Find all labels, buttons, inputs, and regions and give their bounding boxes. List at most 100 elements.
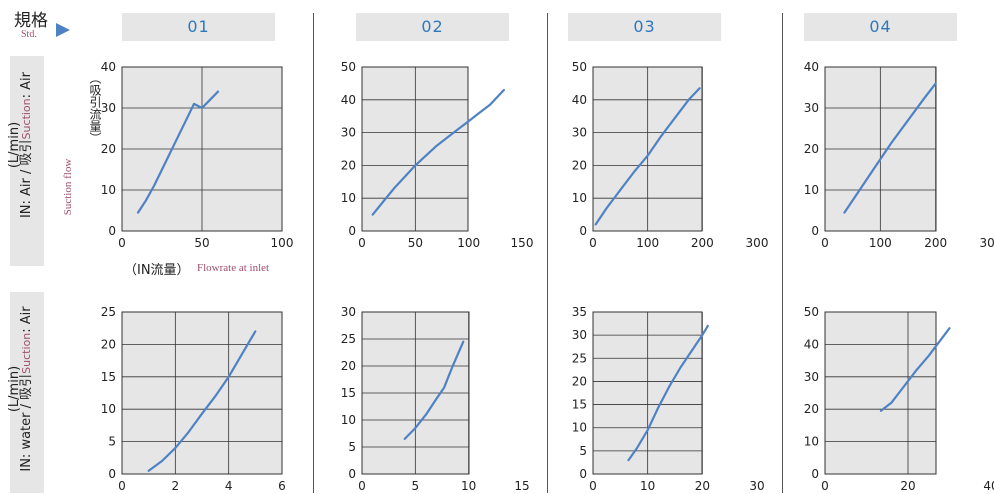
series-line-air-01 bbox=[136, 90, 220, 214]
x-tick-label: 150 bbox=[511, 236, 534, 250]
column-header-04: 04 bbox=[804, 13, 957, 41]
series-line-air-04 bbox=[843, 82, 937, 214]
x-tick-label: 100 bbox=[869, 236, 892, 250]
x-tick-label: 200 bbox=[691, 236, 714, 250]
x-tick-label: 100 bbox=[457, 236, 480, 250]
y-tick-label: 30 bbox=[341, 126, 356, 140]
y-tick-label: 30 bbox=[572, 126, 587, 140]
series-line-water-02 bbox=[403, 340, 465, 440]
x-tick-label: 10 bbox=[640, 479, 655, 493]
x-tick-label: 100 bbox=[636, 236, 659, 250]
y-tick-label: 15 bbox=[341, 386, 356, 400]
y-axis-title: Suction flow （吸引流量） bbox=[62, 72, 103, 232]
column-divider bbox=[782, 13, 783, 493]
y-tick-label: 10 bbox=[804, 435, 819, 449]
y-tick-label: 30 bbox=[572, 328, 587, 342]
y-tick-label: 20 bbox=[572, 374, 587, 388]
series-line-water-01 bbox=[147, 330, 257, 472]
x-tick-label: 40 bbox=[983, 479, 994, 493]
y-tick-label: 5 bbox=[579, 444, 587, 458]
y-tick-label: 10 bbox=[101, 183, 116, 197]
y-tick-label: 10 bbox=[804, 183, 819, 197]
y-tick-label: 50 bbox=[572, 60, 587, 74]
y-tick-label: 30 bbox=[341, 305, 356, 319]
y-tick-label: 0 bbox=[348, 224, 356, 238]
x-tick-label: 0 bbox=[358, 236, 366, 250]
y-tick-label: 30 bbox=[804, 101, 819, 115]
x-tick-label: 50 bbox=[408, 236, 423, 250]
column-header-03: 03 bbox=[568, 13, 721, 41]
column-divider bbox=[313, 13, 314, 493]
y-tick-label: 40 bbox=[101, 60, 116, 74]
x-tick-label: 5 bbox=[412, 479, 420, 493]
arrow-right-icon bbox=[56, 23, 70, 37]
y-tick-label: 0 bbox=[579, 224, 587, 238]
x-tick-label: 300 bbox=[980, 236, 994, 250]
x-tick-label: 0 bbox=[821, 236, 829, 250]
spec-label-en: Std. bbox=[21, 29, 37, 40]
y-tick-label: 5 bbox=[108, 435, 116, 449]
y-tick-label: 0 bbox=[579, 467, 587, 481]
y-tick-label: 20 bbox=[804, 402, 819, 416]
x-tick-label: 200 bbox=[924, 236, 947, 250]
x-tick-label: 0 bbox=[821, 479, 829, 493]
row-label-air: IN: Air / 吸引Suction: Air (L/min) bbox=[7, 56, 44, 266]
y-tick-label: 0 bbox=[108, 467, 116, 481]
y-tick-label: 35 bbox=[572, 305, 587, 319]
x-tick-label: 0 bbox=[118, 479, 126, 493]
y-tick-label: 50 bbox=[804, 305, 819, 319]
x-axis-title-en: Flowrate at inlet bbox=[197, 262, 270, 274]
y-tick-label: 40 bbox=[804, 60, 819, 74]
x-tick-label: 2 bbox=[172, 479, 180, 493]
x-tick-label: 100 bbox=[271, 236, 294, 250]
x-tick-label: 10 bbox=[461, 479, 476, 493]
x-tick-label: 20 bbox=[900, 479, 915, 493]
column-divider bbox=[547, 13, 548, 493]
y-tick-label: 20 bbox=[804, 142, 819, 156]
series-line-water-03 bbox=[627, 324, 709, 462]
column-header-02: 02 bbox=[356, 13, 509, 41]
column-header-01: 01 bbox=[122, 13, 275, 41]
x-tick-label: 300 bbox=[746, 236, 769, 250]
y-tick-label: 50 bbox=[341, 60, 356, 74]
series-line-air-02 bbox=[371, 88, 505, 216]
y-tick-label: 10 bbox=[341, 191, 356, 205]
y-tick-label: 10 bbox=[572, 191, 587, 205]
y-tick-label: 20 bbox=[101, 142, 116, 156]
row-label-water: IN: water / 吸引Suction: Air (L/min) bbox=[7, 292, 44, 493]
y-tick-label: 10 bbox=[341, 413, 356, 427]
x-tick-label: 6 bbox=[278, 479, 286, 493]
y-tick-label: 20 bbox=[341, 359, 356, 373]
x-tick-label: 0 bbox=[589, 236, 597, 250]
x-axis-title-ja: （IN流量） bbox=[124, 263, 190, 278]
y-tick-label: 20 bbox=[572, 158, 587, 172]
y-tick-label: 30 bbox=[804, 370, 819, 384]
y-tick-label: 15 bbox=[572, 398, 587, 412]
y-tick-label: 25 bbox=[341, 332, 356, 346]
x-tick-label: 4 bbox=[225, 479, 233, 493]
plot-area bbox=[121, 311, 283, 475]
x-tick-label: 0 bbox=[358, 479, 366, 493]
y-tick-label: 25 bbox=[572, 351, 587, 365]
y-tick-label: 10 bbox=[572, 421, 587, 435]
y-tick-label: 30 bbox=[101, 101, 116, 115]
x-tick-label: 15 bbox=[514, 479, 529, 493]
y-tick-label: 40 bbox=[341, 93, 356, 107]
y-tick-label: 20 bbox=[101, 337, 116, 351]
series-line-air-03 bbox=[594, 87, 701, 226]
y-axis-title-ja: （吸引流量） bbox=[88, 72, 102, 144]
y-tick-label: 0 bbox=[348, 467, 356, 481]
y-tick-label: 40 bbox=[572, 93, 587, 107]
spec-label-ja: 規格 bbox=[14, 11, 48, 31]
y-tick-label: 0 bbox=[811, 224, 819, 238]
y-tick-label: 40 bbox=[804, 337, 819, 351]
series-line-water-04 bbox=[879, 327, 951, 412]
y-tick-label: 0 bbox=[108, 224, 116, 238]
y-tick-label: 10 bbox=[101, 402, 116, 416]
y-tick-label: 25 bbox=[101, 305, 116, 319]
x-tick-label: 0 bbox=[118, 236, 126, 250]
y-tick-label: 0 bbox=[811, 467, 819, 481]
plot-area bbox=[824, 311, 937, 475]
x-tick-label: 50 bbox=[194, 236, 209, 250]
